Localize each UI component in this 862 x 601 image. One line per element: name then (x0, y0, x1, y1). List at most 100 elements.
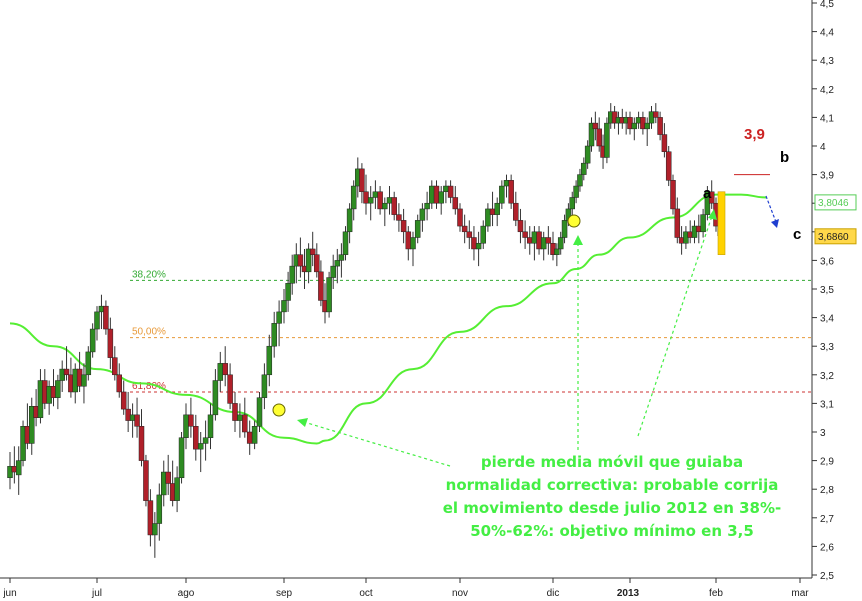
candle (318, 260, 324, 307)
candle (503, 174, 510, 198)
candle-body (350, 185, 357, 210)
candle-body (581, 162, 587, 175)
candle-body (405, 231, 412, 250)
candle-body (147, 500, 154, 536)
y-tick-label: 4,2 (820, 85, 834, 96)
candle-body (494, 202, 500, 215)
candle (116, 363, 122, 398)
candle-body (261, 374, 268, 398)
candle (237, 403, 243, 438)
candle (251, 420, 258, 450)
candle (346, 203, 353, 244)
candle (309, 231, 316, 267)
candle (89, 323, 96, 358)
candle-body (165, 471, 171, 484)
candle-body (281, 300, 287, 313)
candle-body (207, 414, 214, 438)
candle-body (480, 225, 486, 244)
note-text-line: normalidad correctiva: probable corrija (446, 476, 779, 494)
candle-body (386, 197, 393, 204)
candle (188, 397, 194, 438)
candle (424, 191, 430, 221)
candle (631, 117, 638, 141)
price-tag-box (814, 228, 857, 245)
y-tick-label: 3,5 (820, 285, 834, 296)
candle (517, 208, 524, 244)
candle (419, 203, 426, 232)
candle-body (314, 254, 320, 273)
fibonacci-levels: 38,20% 50,00% 61,80% (130, 269, 812, 393)
candle (165, 454, 171, 495)
candle (429, 180, 435, 209)
candle (661, 123, 668, 158)
candle-body (256, 397, 263, 427)
candle-body (178, 437, 185, 479)
candle (461, 214, 468, 244)
down-arrow-head (771, 219, 779, 228)
candle-body (183, 414, 189, 438)
candle-body (266, 345, 273, 376)
candle-body (188, 414, 194, 427)
candle (330, 254, 336, 289)
y-tick-label: 4,4 (820, 28, 834, 39)
candle (134, 397, 140, 438)
y-tick-label: 2,6 (820, 542, 834, 553)
candle (138, 409, 145, 467)
candle (522, 220, 528, 249)
candle (674, 197, 681, 244)
note-arrow-line (637, 215, 713, 437)
price-tag: 3,6860 (814, 228, 857, 245)
candle-body (631, 122, 638, 130)
candle-body (193, 426, 199, 450)
candle (577, 168, 583, 192)
candle (276, 300, 282, 347)
y-tick-label: 2,7 (820, 514, 834, 525)
price-tag-label: 3,6860 (818, 232, 849, 243)
candle-body (134, 414, 140, 427)
candle-body (305, 248, 312, 273)
x-tick-label: mar (791, 588, 809, 599)
candle (573, 180, 579, 204)
note-text-line: pierde media móvil que guiaba (481, 453, 743, 471)
candle-body (367, 197, 374, 204)
candle-body (471, 237, 477, 250)
candle-body (573, 185, 579, 198)
candle-body (438, 191, 444, 204)
x-tick-label: jun (2, 588, 16, 599)
candle-body (424, 202, 430, 210)
y-tick-label: 3,9 (820, 171, 834, 182)
candle-body (461, 225, 468, 233)
candle-body (429, 185, 435, 204)
down-arrow-line (765, 195, 777, 223)
ma-touch-marker (272, 403, 286, 417)
candle-body (377, 191, 383, 210)
candle (396, 203, 402, 232)
candle-body (342, 231, 349, 255)
candle (289, 254, 295, 295)
candle-body (592, 122, 599, 130)
candle-body (499, 185, 505, 204)
x-tick-label: jul (91, 588, 102, 599)
candle (107, 317, 114, 370)
candle (405, 226, 412, 261)
candle (81, 363, 87, 404)
candle (372, 180, 379, 209)
candle-body (653, 111, 659, 118)
candle-body (596, 128, 602, 147)
y-tick-label: 3,4 (820, 314, 834, 325)
candle (334, 248, 341, 284)
candle-body (475, 242, 482, 250)
candle (377, 186, 383, 215)
candle-body (156, 494, 163, 524)
candle (63, 346, 70, 381)
candle-body (665, 151, 672, 181)
candle (513, 191, 519, 227)
candle-body (217, 363, 224, 381)
candle-body (285, 283, 291, 301)
candle-body (457, 208, 463, 227)
candle (261, 363, 268, 410)
candle (342, 226, 349, 261)
candle (531, 226, 538, 261)
candle (197, 432, 204, 473)
candle (207, 403, 214, 450)
